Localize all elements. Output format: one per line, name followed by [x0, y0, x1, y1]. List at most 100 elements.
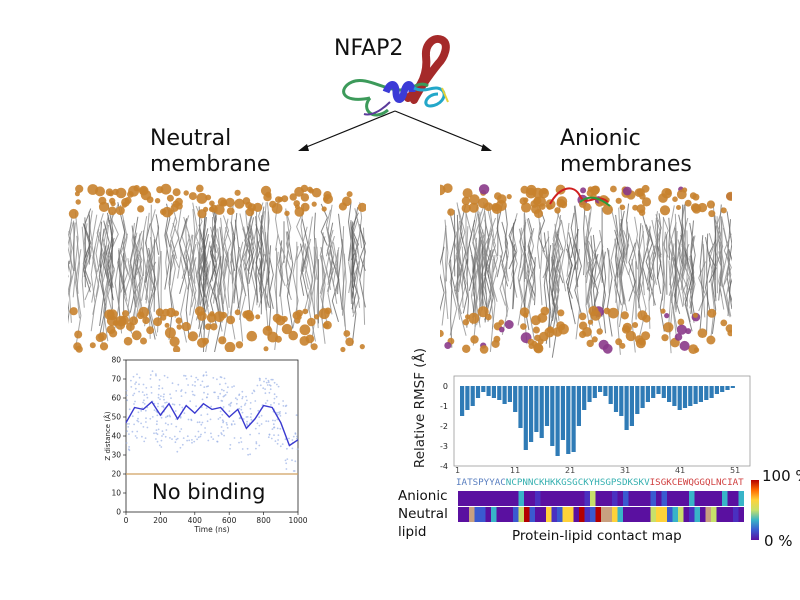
contact-cell-anionic [661, 491, 668, 506]
rmsf-bar [460, 386, 465, 416]
protein-sequence: IATSPYYACNCPNNCKHKKGSGCKYHSGPSDKSKVISGKC… [456, 477, 744, 488]
branch-arrows [298, 110, 492, 151]
contact-cell-neutral [612, 507, 618, 522]
rmsf-bar [502, 386, 507, 404]
contact-cell-anionic [590, 491, 596, 506]
residue-number-ticks: 1 11 21 31 41 51 [455, 466, 755, 478]
rmsf-bar [566, 386, 571, 454]
contact-cell-neutral [463, 507, 470, 522]
xtick-label: 0 [124, 516, 129, 525]
residue-tick-label: 21 [565, 466, 576, 475]
rmsf-bar [550, 386, 555, 446]
contact-cell-anionic [656, 491, 662, 506]
contact-cell-neutral [540, 507, 547, 522]
rmsf-bar [534, 386, 539, 432]
contact-cell-neutral [491, 507, 497, 522]
contact-cell-neutral [678, 507, 684, 522]
contact-cell-anionic [474, 491, 481, 506]
contact-cell-neutral [667, 507, 673, 522]
contact-cell-anionic [667, 491, 673, 506]
neutral-title-line2: membrane [150, 152, 271, 177]
contact-cell-neutral [606, 507, 613, 522]
xtick-label: 1000 [288, 516, 307, 525]
contact-cell-anionic [540, 491, 547, 506]
contact-cell-neutral [628, 507, 635, 522]
rmsf-bar [560, 386, 565, 440]
contact-cell-neutral [573, 507, 580, 522]
row-label-neutral: Neutral [398, 506, 448, 522]
contact-cell-neutral [639, 507, 646, 522]
protein-structure-image [342, 35, 450, 117]
contact-cell-neutral [722, 507, 728, 522]
ytick-label: 80 [111, 356, 121, 365]
z-distance-line [125, 400, 299, 447]
rmsf-bar [709, 386, 714, 398]
contact-cell-neutral [590, 507, 596, 522]
contact-cell-anionic [672, 491, 679, 506]
ytick-label: 0 [116, 508, 121, 517]
xtick-label: 200 [153, 516, 168, 525]
contact-cell-anionic [485, 491, 492, 506]
rmsf-bar [465, 386, 470, 410]
contact-cell-anionic [557, 491, 563, 506]
contact-cell-neutral [562, 507, 569, 522]
rmsf-ytick-label: -2 [440, 422, 448, 431]
contact-cell-anionic [623, 491, 629, 506]
contact-cell-neutral [601, 507, 607, 522]
contact-cell-anionic [573, 491, 580, 506]
rmsf-bar [677, 386, 682, 410]
contact-cell-neutral [727, 507, 734, 522]
rmsf-bar [587, 386, 592, 402]
ytick-label: 20 [111, 470, 121, 479]
rmsf-bar [513, 386, 518, 412]
rmsf-bar [539, 386, 544, 438]
rmsf-bar [730, 386, 735, 388]
contact-cell-anionic [628, 491, 635, 506]
contact-cell-anionic [645, 491, 651, 506]
contact-cell-neutral [694, 507, 701, 522]
sequence-segment-1: IATSPYYAC [456, 477, 506, 488]
rmsf-bar [571, 386, 576, 452]
contact-cell-anionic [579, 491, 585, 506]
rmsf-bar [672, 386, 677, 406]
row-label-lipid: lipid [398, 524, 427, 540]
rmsf-bar [529, 386, 534, 442]
rmsf-bar [555, 386, 560, 456]
contact-cell-anionic [683, 491, 690, 506]
residue-tick-label: 41 [675, 466, 686, 475]
rmsf-bar [486, 386, 491, 396]
contact-cell-anionic [507, 491, 514, 506]
rmsf-bar [725, 386, 730, 390]
contact-cell-anionic [529, 491, 536, 506]
contact-cell-neutral [458, 507, 464, 522]
contact-cell-anionic [601, 491, 607, 506]
rmsf-bar-chart: 0 -1 -2 -3 -4 [440, 375, 751, 471]
contact-cell-neutral [623, 507, 629, 522]
contact-cell-anionic [584, 491, 591, 506]
anionic-title-line2: membranes [560, 152, 692, 177]
contact-cell-neutral [551, 507, 558, 522]
colorbar [751, 480, 759, 540]
no-binding-label: No binding [152, 480, 266, 504]
ytick-label: 60 [111, 394, 121, 403]
contact-cell-anionic [634, 491, 640, 506]
rmsf-ytick-label: -3 [440, 442, 448, 451]
residue-tick-label: 51 [730, 466, 741, 475]
contact-cell-neutral [733, 507, 739, 522]
rmsf-bar [544, 386, 550, 426]
rmsf-ytick-label: -4 [440, 462, 448, 471]
contact-cell-anionic [705, 491, 712, 506]
contact-cell-neutral [595, 507, 602, 522]
ytick-label: 50 [111, 413, 121, 422]
rmsf-bar [704, 386, 709, 400]
contact-cell-neutral [645, 507, 651, 522]
contact-cell-anionic [546, 491, 552, 506]
rmsf-bar [497, 386, 502, 400]
rmsf-bar [640, 386, 645, 408]
colorbar-max-label: 100 % [762, 467, 800, 485]
rmsf-bar [645, 386, 650, 402]
contact-cell-neutral [469, 507, 475, 522]
contact-cell-anionic [458, 491, 464, 506]
contact-cell-neutral [513, 507, 519, 522]
contact-cell-anionic [513, 491, 519, 506]
